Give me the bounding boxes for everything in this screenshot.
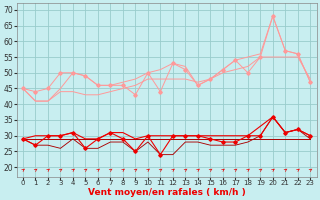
X-axis label: Vent moyen/en rafales ( km/h ): Vent moyen/en rafales ( km/h ) [88, 188, 245, 197]
